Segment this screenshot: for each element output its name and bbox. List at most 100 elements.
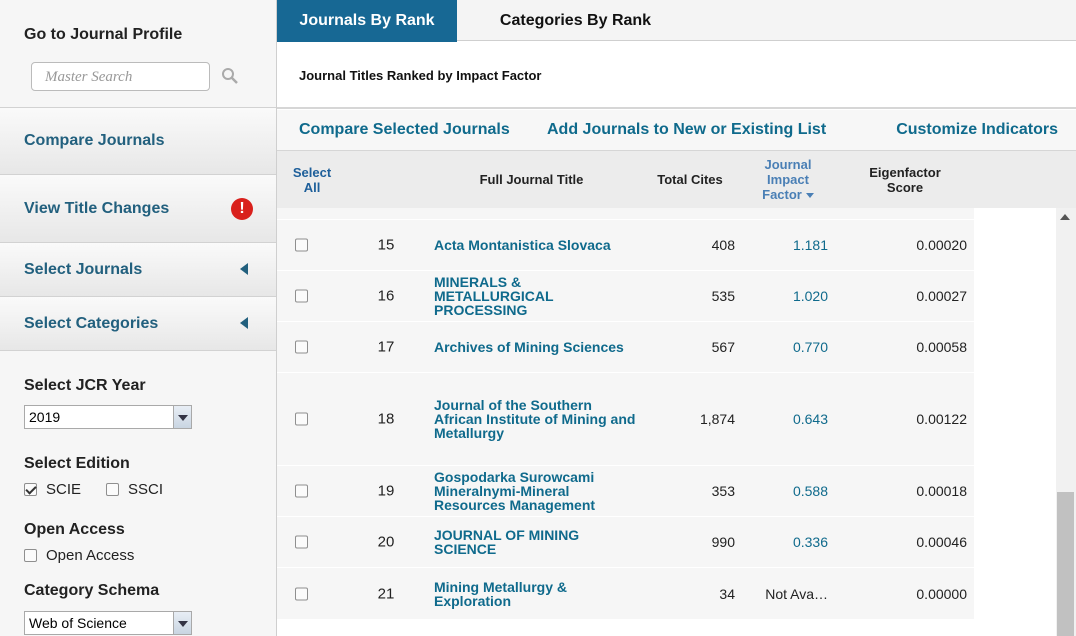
header-label: Eigenfactor Score	[869, 164, 941, 195]
rank: 20	[377, 533, 395, 551]
subtitle: Journal Titles Ranked by Impact Factor	[299, 68, 542, 83]
table-row: 18 Journal of the Southern African Instit…	[277, 373, 974, 466]
total-cites: 353	[711, 483, 735, 499]
nav-label: Select Categories	[24, 314, 159, 332]
impact-factor[interactable]: 0.336	[792, 534, 828, 550]
jcr-year-label: Select JCR Year	[24, 377, 146, 394]
nav-label: View Title Changes	[24, 199, 170, 217]
total-cites: 1,874	[699, 411, 735, 427]
table-row: 19 Gospodarka Surowcami Mineralnymi-Miner…	[277, 466, 974, 517]
journal-title[interactable]: MINERALS & METALLURGICAL PROCESSING	[434, 274, 554, 318]
subtitle-area: Journal Titles Ranked by Impact Factor	[277, 42, 1076, 109]
journal-title[interactable]: Gospodarka Surowcami Mineralnymi-Mineral…	[434, 469, 596, 513]
category-schema-value: Web of Science	[29, 615, 127, 631]
row-sliver	[277, 208, 974, 220]
option-label: SCIE	[46, 481, 82, 498]
action-link[interactable]: Customize Indicators	[896, 121, 1058, 138]
row-checkbox[interactable]	[295, 412, 308, 426]
category-schema-label: Category Schema	[24, 582, 160, 599]
scroll-thumb[interactable]	[1057, 492, 1074, 636]
checkbox-option[interactable]: SCIE	[24, 481, 81, 498]
impact-factor[interactable]: 0.643	[792, 411, 828, 427]
header-label: Total Cites	[657, 172, 723, 187]
expand-arrow[interactable]	[240, 263, 248, 275]
checkbox[interactable]	[106, 483, 119, 496]
total-cites: 408	[711, 237, 735, 253]
edition-label: Select Edition	[24, 455, 130, 472]
journal-title[interactable]: JOURNAL OF MINING SCIENCE	[434, 527, 580, 557]
header-label: Select All	[292, 164, 332, 195]
rank: 21	[377, 585, 395, 602]
tab[interactable]: Categories By Rank	[499, 11, 652, 29]
impact-factor[interactable]: 1.181	[792, 237, 828, 253]
open-access-label: Open Access	[24, 521, 125, 538]
eigenfactor: 0.00000	[916, 585, 967, 602]
nav-item[interactable]: Select Journals	[0, 243, 276, 297]
journal-title[interactable]: Mining Metallurgy & Exploration	[434, 578, 567, 609]
jcr-year-value: 2019	[29, 409, 61, 425]
scroll-up[interactable]	[1060, 214, 1070, 220]
scrollbar[interactable]	[1056, 208, 1076, 636]
column-header: Eigenfactor Score	[855, 151, 955, 208]
journal-title[interactable]: Journal of the Southern African Institut…	[434, 397, 636, 441]
action-link[interactable]: Compare Selected Journals	[299, 121, 510, 138]
action-link[interactable]: Add Journals to New or Existing List	[547, 121, 827, 138]
total-cites: 567	[711, 339, 735, 355]
option-label: Open Access	[46, 547, 135, 564]
row-checkbox[interactable]	[295, 289, 308, 303]
column-header: Total Cites	[640, 151, 740, 208]
impact-factor[interactable]: 1.020	[792, 288, 828, 304]
jcr-year-select[interactable]: 2019	[24, 405, 192, 429]
eigenfactor: 0.00018	[916, 483, 967, 499]
column-header[interactable]: Journal Impact Factor	[750, 151, 826, 208]
search-icon[interactable]	[221, 67, 239, 85]
tab[interactable]: Journals By Rank	[277, 0, 457, 42]
checkbox-option[interactable]: Open Access	[24, 547, 134, 564]
row-checkbox[interactable]	[295, 535, 308, 549]
nav-item[interactable]: Select Categories	[0, 297, 276, 351]
impact-factor[interactable]: 0.588	[792, 483, 828, 499]
nav-label: Compare Journals	[24, 132, 165, 149]
column-header[interactable]: Select All	[292, 151, 332, 208]
row-checkbox[interactable]	[295, 484, 308, 498]
row-checkbox[interactable]	[295, 340, 308, 354]
sort-arrow[interactable]	[805, 193, 814, 199]
row-checkbox[interactable]	[295, 587, 308, 600]
impact-factor[interactable]: 0.770	[792, 339, 828, 355]
table-header	[277, 151, 1076, 208]
action-bar	[277, 110, 1076, 151]
dropdown-button[interactable]	[173, 406, 191, 428]
checkbox-option[interactable]: SSCI	[106, 481, 163, 498]
eigenfactor: 0.00020	[916, 237, 967, 253]
category-schema-select[interactable]: Web of Science	[24, 611, 192, 635]
checkbox[interactable]	[24, 483, 37, 496]
rank: 16	[377, 287, 395, 305]
journal-title[interactable]: Acta Montanistica Slovaca	[434, 237, 611, 253]
total-cites: 34	[719, 585, 735, 602]
nav-label: Select Journals	[24, 260, 143, 278]
impact-factor: Not Ava…	[765, 585, 828, 602]
nav-item[interactable]: View Title Changes!	[0, 175, 276, 243]
eigenfactor: 0.00122	[916, 411, 967, 427]
table-row: 20 JOURNAL OF MINING SCIENCE 990 0.336 0.000…	[277, 517, 974, 568]
table-row: 17 Archives of Mining Sciences 567 0.770 0.0…	[277, 322, 974, 373]
rank: 15	[377, 236, 395, 254]
search-input[interactable]: Master Search	[31, 62, 210, 91]
expand-arrow[interactable]	[240, 317, 248, 329]
dropdown-button[interactable]	[173, 612, 191, 634]
sidebar: Go to Journal Profile Master Search Sele…	[0, 0, 277, 636]
total-cites: 535	[711, 288, 735, 304]
divider	[0, 107, 276, 108]
rank: 19	[377, 482, 395, 500]
rank: 17	[377, 338, 395, 356]
nav-item[interactable]: Compare Journals	[0, 108, 276, 175]
journal-title[interactable]: Archives of Mining Sciences	[434, 339, 624, 355]
table-row: 21 Mining Metallurgy & Exploration 34 Not A…	[277, 568, 974, 620]
row-checkbox[interactable]	[295, 238, 308, 252]
eigenfactor: 0.00046	[916, 534, 967, 550]
option-label: SSCI	[128, 481, 164, 498]
checkbox[interactable]	[24, 549, 37, 562]
eigenfactor: 0.00027	[916, 288, 967, 304]
table-row: 16 MINERALS & METALLURGICAL PROCESSING 535…	[277, 271, 974, 322]
